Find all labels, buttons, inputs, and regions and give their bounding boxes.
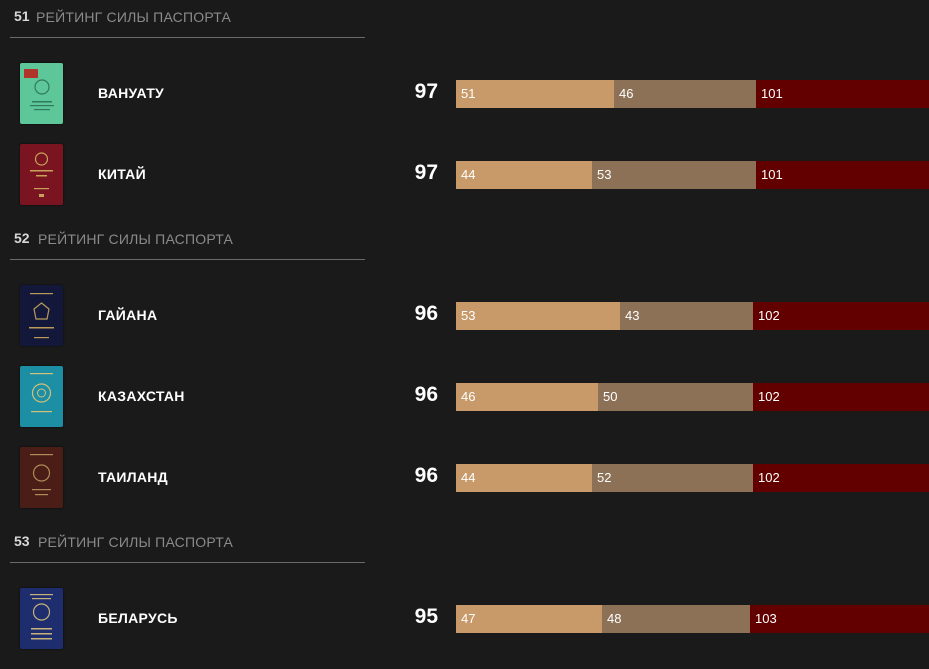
visa-bar: 44 52 102	[456, 464, 929, 492]
country-row-guyana[interactable]: ГАЙАНА 96 53 43 102	[0, 285, 929, 347]
country-row-vanuatu[interactable]: ВАНУАТУ 97 51 46 101	[0, 63, 929, 125]
mobility-score: 96	[414, 302, 438, 325]
country-row-china[interactable]: КИТАЙ 97 44 53 101	[0, 144, 929, 206]
visa-required-segment: 101	[756, 80, 929, 108]
section-rank: 52	[14, 230, 30, 246]
visa-free-segment: 47	[456, 605, 602, 633]
country-row-belarus[interactable]: БЕЛАРУСЬ 95 47 48 103	[0, 588, 929, 650]
kazakhstan-passport-icon	[20, 366, 63, 427]
visa-bar: 44 53 101	[456, 161, 929, 189]
visa-on-arrival-segment: 53	[592, 161, 756, 189]
visa-free-segment: 51	[456, 80, 614, 108]
country-row-thailand[interactable]: ТАИЛАНД 96 44 52 102	[0, 447, 929, 509]
visa-on-arrival-segment: 50	[598, 383, 753, 411]
country-name: ВАНУАТУ	[98, 85, 165, 101]
country-name: КИТАЙ	[98, 166, 146, 182]
belarus-passport-icon	[20, 588, 63, 649]
visa-on-arrival-segment: 43	[620, 302, 753, 330]
mobility-score: 97	[414, 161, 438, 184]
country-name: БЕЛАРУСЬ	[98, 610, 178, 626]
visa-required-segment: 102	[753, 302, 929, 330]
guyana-passport-icon	[20, 285, 63, 346]
section-header-51: 51 РЕЙТИНГ СИЛЫ ПАСПОРТА	[10, 0, 365, 38]
country-row-kazakhstan[interactable]: КАЗАХСТАН 96 46 50 102	[0, 366, 929, 428]
section-header-52: 52 РЕЙТИНГ СИЛЫ ПАСПОРТА	[10, 222, 365, 260]
mobility-score: 97	[414, 80, 438, 103]
visa-required-segment: 102	[753, 464, 929, 492]
visa-required-segment: 101	[756, 161, 929, 189]
country-name: ГАЙАНА	[98, 307, 158, 323]
country-name: ТАИЛАНД	[98, 469, 168, 485]
visa-required-segment: 103	[750, 605, 929, 633]
visa-on-arrival-segment: 46	[614, 80, 756, 108]
visa-bar: 51 46 101	[456, 80, 929, 108]
visa-free-segment: 53	[456, 302, 620, 330]
section-label: РЕЙТИНГ СИЛЫ ПАСПОРТА	[38, 534, 234, 550]
mobility-score: 95	[414, 605, 438, 628]
section-label: РЕЙТИНГ СИЛЫ ПАСПОРТА	[38, 231, 234, 247]
visa-free-segment: 44	[456, 464, 592, 492]
mobility-score: 96	[414, 383, 438, 406]
visa-bar: 53 43 102	[456, 302, 929, 330]
visa-free-segment: 44	[456, 161, 592, 189]
china-passport-icon	[20, 144, 63, 205]
section-header-53: 53 РЕЙТИНГ СИЛЫ ПАСПОРТА	[10, 525, 365, 563]
section-label: РЕЙТИНГ СИЛЫ ПАСПОРТА	[36, 9, 232, 25]
section-rank: 53	[14, 533, 30, 549]
visa-required-segment: 102	[753, 383, 929, 411]
section-rank: 51	[14, 8, 30, 24]
vanuatu-passport-icon	[20, 63, 63, 124]
visa-bar: 46 50 102	[456, 383, 929, 411]
thailand-passport-icon	[20, 447, 63, 508]
visa-bar: 47 48 103	[456, 605, 929, 633]
mobility-score: 96	[414, 464, 438, 487]
visa-on-arrival-segment: 48	[602, 605, 750, 633]
visa-free-segment: 46	[456, 383, 598, 411]
country-name: КАЗАХСТАН	[98, 388, 185, 404]
visa-on-arrival-segment: 52	[592, 464, 753, 492]
